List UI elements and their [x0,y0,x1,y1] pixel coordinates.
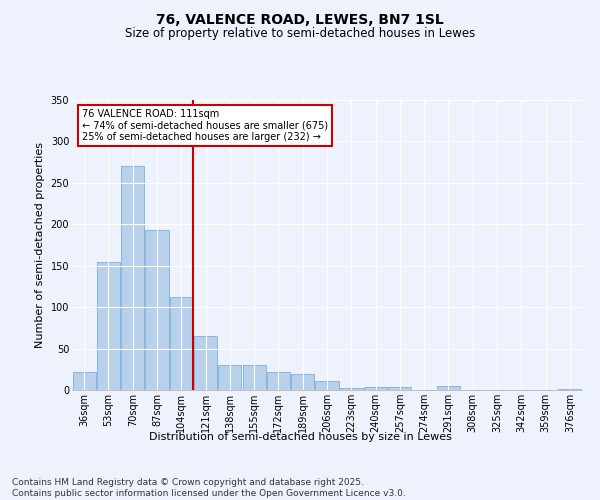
Bar [267,372,290,390]
Bar [170,297,193,390]
Bar [242,365,266,390]
Bar [291,374,314,390]
Bar [364,386,387,390]
Bar [145,230,169,390]
Text: Distribution of semi-detached houses by size in Lewes: Distribution of semi-detached houses by … [149,432,451,442]
Y-axis label: Number of semi-detached properties: Number of semi-detached properties [35,142,45,348]
Bar [437,386,460,390]
Text: Contains HM Land Registry data © Crown copyright and database right 2025.
Contai: Contains HM Land Registry data © Crown c… [12,478,406,498]
Bar [73,372,95,390]
Bar [316,381,338,390]
Text: Size of property relative to semi-detached houses in Lewes: Size of property relative to semi-detach… [125,28,475,40]
Bar [121,166,144,390]
Bar [194,336,217,390]
Bar [559,389,581,390]
Bar [97,262,120,390]
Bar [388,386,412,390]
Text: 76, VALENCE ROAD, LEWES, BN7 1SL: 76, VALENCE ROAD, LEWES, BN7 1SL [156,12,444,26]
Bar [340,388,363,390]
Text: 76 VALENCE ROAD: 111sqm
← 74% of semi-detached houses are smaller (675)
25% of s: 76 VALENCE ROAD: 111sqm ← 74% of semi-de… [82,108,328,142]
Bar [218,365,241,390]
